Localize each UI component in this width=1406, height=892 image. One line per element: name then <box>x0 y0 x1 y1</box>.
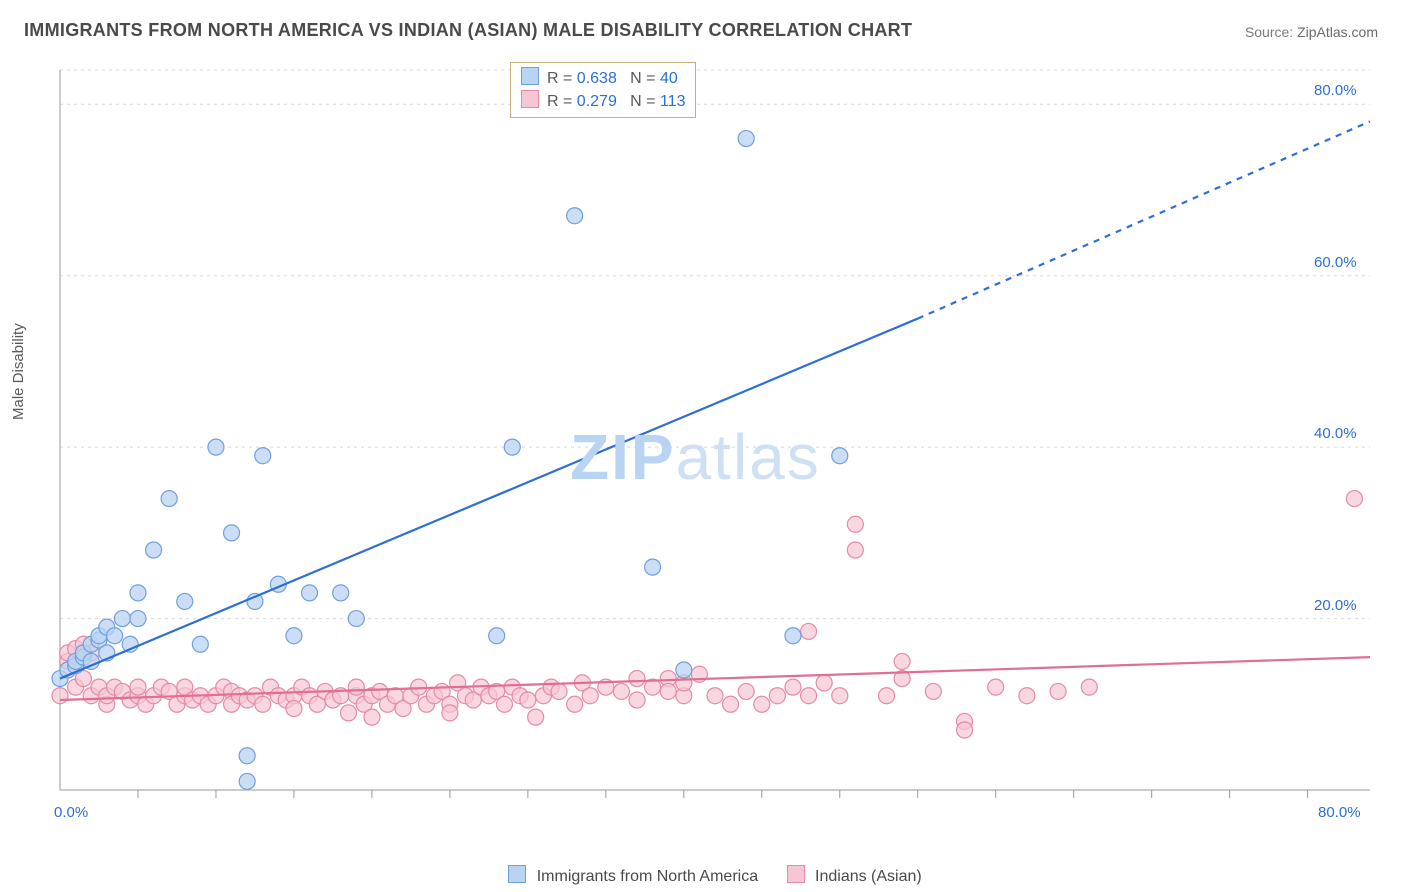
legend-label-in: Indians (Asian) <box>815 868 922 885</box>
chart-title: IMMIGRANTS FROM NORTH AMERICA VS INDIAN … <box>24 20 912 41</box>
legend-row-in: R = 0.279 N = 113 <box>521 90 685 113</box>
axis-tick-label: 60.0% <box>1314 254 1357 271</box>
axis-tick-label: 0.0% <box>54 804 88 821</box>
legend-row-na: R = 0.638 N = 40 <box>521 67 685 90</box>
axis-tick-label: 20.0% <box>1314 597 1357 614</box>
scatter-plot-svg <box>50 60 1380 820</box>
y-axis-label: Male Disability <box>10 323 27 420</box>
legend-swatch-in <box>787 865 805 883</box>
axis-tick-label: 40.0% <box>1314 425 1357 442</box>
axis-tick-label: 80.0% <box>1314 82 1357 99</box>
source-label: Source: <box>1245 24 1297 40</box>
correlation-legend: R = 0.638 N = 40R = 0.279 N = 113 <box>510 62 696 118</box>
legend-swatch-na <box>508 865 526 883</box>
axis-tick-label: 80.0% <box>1318 804 1361 821</box>
source-value: ZipAtlas.com <box>1297 24 1378 40</box>
legend-label-na: Immigrants from North America <box>537 868 758 885</box>
plot-area: ZIPatlas R = 0.638 N = 40R = 0.279 N = 1… <box>50 60 1380 820</box>
source-credit: Source: ZipAtlas.com <box>1245 24 1378 40</box>
series-legend: Immigrants from North America Indians (A… <box>0 865 1406 886</box>
